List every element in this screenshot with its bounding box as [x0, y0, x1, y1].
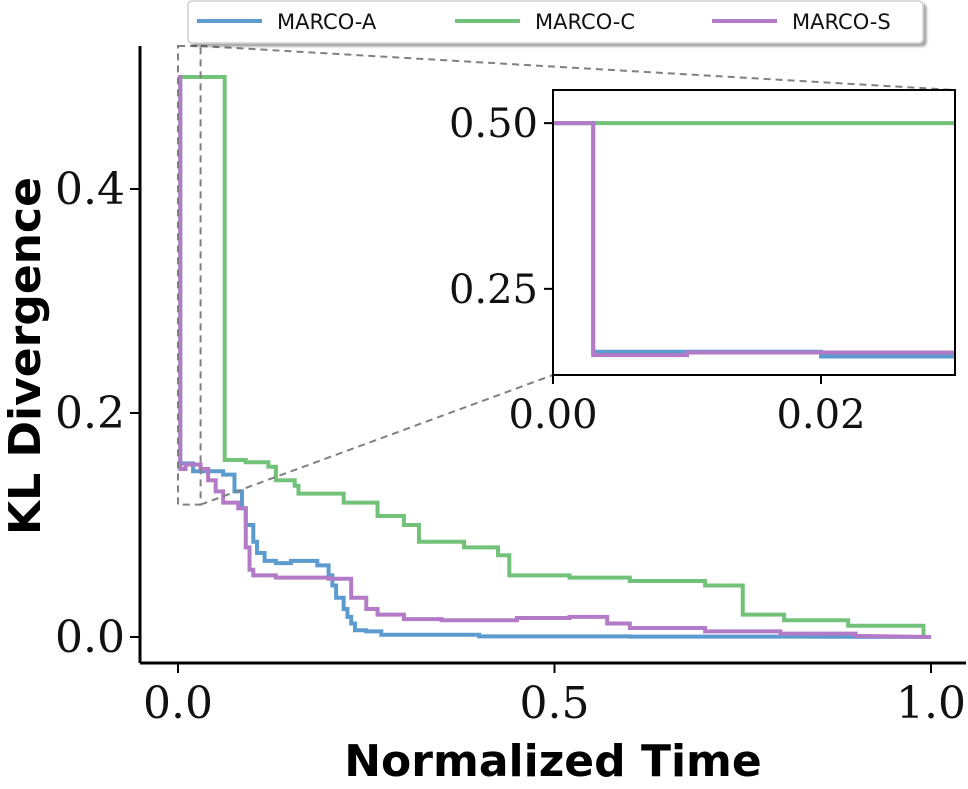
y-axis-title: KL Divergence [0, 177, 51, 535]
inset-y-tick-label: 0.25 [449, 267, 538, 313]
legend-label-marco-c: MARCO-C [535, 10, 635, 34]
y-tick-label: 0.2 [55, 388, 125, 439]
zoom-indicator [177, 45, 956, 506]
inset-frame [553, 90, 955, 375]
zoom-source-box [177, 45, 202, 506]
y-tick-label: 0.4 [55, 164, 125, 215]
legend-label-marco-s: MARCO-S [792, 10, 891, 34]
main-axes: 0.0 0.5 1.0 0.0 0.2 0.4 [55, 46, 966, 729]
series-line-marco-c [178, 75, 931, 639]
inset-axes: 0.00 0.02 0.25 0.50 [449, 89, 956, 438]
inset-x-tick-label: 0.00 [508, 392, 597, 438]
x-tick-label: 0.0 [143, 678, 213, 729]
x-axis-title: Normalized Time [344, 736, 762, 787]
legend: MARCO-A MARCO-C MARCO-S [187, 0, 924, 44]
main-ticks: 0.0 0.5 1.0 0.0 0.2 0.4 [55, 164, 966, 729]
series-line-marco-s [178, 75, 932, 639]
legend-box [187, 0, 924, 44]
y-tick-label: 0.0 [55, 612, 125, 663]
inset-border [552, 89, 956, 376]
inset-x-tick-label: 0.02 [776, 392, 865, 438]
x-tick-label: 0.5 [520, 678, 590, 729]
zoom-connector-bottom [200, 374, 554, 506]
inset-y-tick-label: 0.50 [449, 101, 538, 147]
x-tick-label: 1.0 [896, 678, 966, 729]
inset-ticks: 0.00 0.02 0.25 0.50 [449, 101, 866, 438]
legend-label-marco-a: MARCO-A [277, 10, 377, 34]
zoom-connector-top [200, 45, 956, 91]
